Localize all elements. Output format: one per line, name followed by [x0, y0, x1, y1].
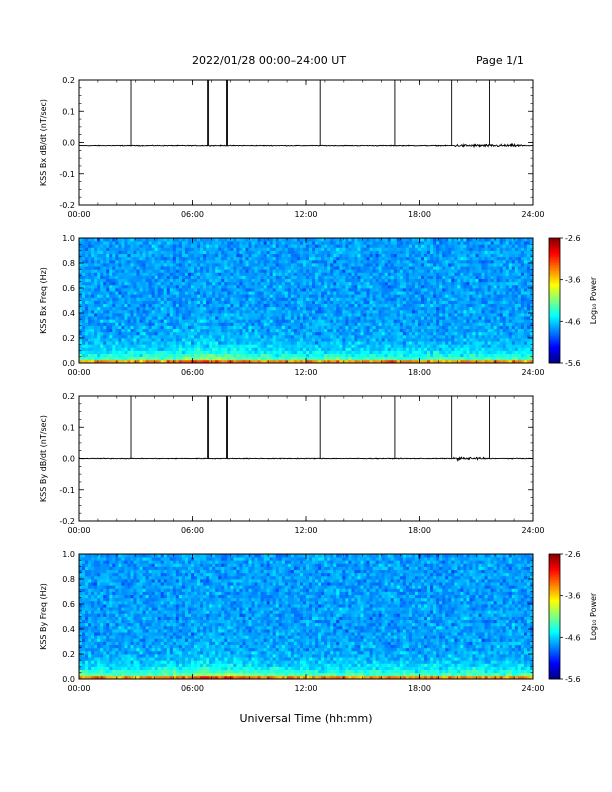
x-tick-label: 24:00: [521, 684, 544, 693]
colorbar-tick-label: -3.6: [565, 276, 581, 285]
y-tick-label: -0.2: [59, 517, 75, 526]
x-tick-label: 24:00: [521, 526, 544, 535]
x-tick-label: 12:00: [294, 684, 317, 693]
colorbar-tick-label: -5.6: [565, 675, 581, 684]
colorbar-frame: [548, 553, 561, 680]
x-tick-label: 00:00: [67, 684, 90, 693]
y-tick-label: 0.1: [62, 423, 75, 432]
x-tick-label: 06:00: [181, 368, 204, 377]
y-tick-label: 0.8: [62, 575, 75, 584]
y-tick-label: -0.2: [59, 201, 75, 210]
y-tick-label: 1.0: [62, 550, 75, 559]
y-tick-label: 1.0: [62, 234, 75, 243]
y-tick-label: 0.2: [62, 392, 75, 401]
y-axis-label: KSS By dB/dt (nT/sec): [39, 415, 48, 502]
x-tick-label: 18:00: [408, 210, 431, 219]
spectrogram-cells: [79, 554, 534, 680]
y-axis-label: KSS Bx dB/dt (nT/sec): [39, 99, 48, 186]
x-tick-label: 06:00: [181, 684, 204, 693]
y-tick-label: 0.2: [62, 334, 75, 343]
x-tick-label: 00:00: [67, 368, 90, 377]
y-tick-label: 0.1: [62, 107, 75, 116]
y-tick-label: 0.0: [62, 359, 75, 368]
colorbar-tick-label: -2.6: [565, 234, 581, 243]
spectrogram-cells: [79, 238, 534, 364]
y-tick-label: 0.6: [62, 284, 75, 293]
y-tick-label: 0.0: [62, 139, 75, 148]
y-tick-label: -0.1: [59, 170, 75, 179]
colorbar-frame: [548, 237, 561, 364]
colorbar-tick-label: -3.6: [565, 592, 581, 601]
x-tick-label: 24:00: [521, 368, 544, 377]
y-tick-label: 0.0: [62, 455, 75, 464]
page-number: Page 1/1: [476, 54, 524, 67]
x-tick-label: 12:00: [294, 368, 317, 377]
trace-line: [78, 456, 534, 463]
trace-line: [78, 142, 534, 149]
x-tick-label: 12:00: [294, 526, 317, 535]
y-tick-label: 0.2: [62, 76, 75, 85]
x-tick-label: 18:00: [408, 684, 431, 693]
x-tick-label: 00:00: [67, 526, 90, 535]
colorbar-label: Log₁₀ Power: [589, 592, 598, 640]
colorbar-tick-label: -5.6: [565, 359, 581, 368]
colorbar-tick-label: -4.6: [565, 317, 581, 326]
x-tick-label: 18:00: [408, 526, 431, 535]
y-tick-label: 0.2: [62, 650, 75, 659]
x-tick-label: 00:00: [67, 210, 90, 219]
page-title: 2022/01/28 00:00–24:00 UT: [192, 54, 347, 67]
y-tick-label: 0.6: [62, 600, 75, 609]
x-tick-label: 24:00: [521, 210, 544, 219]
y-tick-label: 0.4: [62, 625, 75, 634]
colorbar: [549, 554, 560, 680]
colorbar-tick-label: -2.6: [565, 550, 581, 559]
x-axis-label: Universal Time (hh:mm): [240, 712, 373, 725]
panel-frame: [78, 79, 534, 206]
colorbar: [549, 238, 560, 364]
y-axis-label: KSS Bx Freq (Hz): [39, 267, 48, 334]
x-tick-label: 18:00: [408, 368, 431, 377]
y-tick-label: 0.4: [62, 309, 75, 318]
y-tick-label: 0.8: [62, 259, 75, 268]
colorbar-tick-label: -4.6: [565, 633, 581, 642]
y-tick-label: -0.1: [59, 486, 75, 495]
colorbar-label: Log₁₀ Power: [589, 276, 598, 324]
y-tick-label: 0.0: [62, 675, 75, 684]
x-tick-label: 06:00: [181, 210, 204, 219]
y-axis-label: KSS By Freq (Hz): [39, 583, 48, 650]
x-tick-label: 06:00: [181, 526, 204, 535]
x-tick-label: 12:00: [294, 210, 317, 219]
